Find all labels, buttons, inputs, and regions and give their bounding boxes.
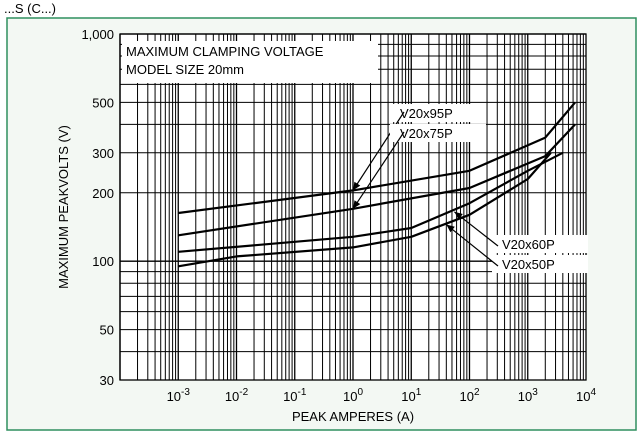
series-line-v20x95p bbox=[178, 101, 576, 215]
y-tick-label: 50 bbox=[100, 323, 114, 338]
y-tick-label: 200 bbox=[92, 186, 114, 201]
y-tick-label: 1,000 bbox=[81, 27, 114, 42]
callout-label: V20x95P bbox=[400, 106, 453, 121]
callout-arrowhead bbox=[454, 211, 463, 220]
y-axis-label: MAXIMUM PEAKVOLTS (V) bbox=[56, 125, 71, 289]
y-tick-label: 500 bbox=[92, 95, 114, 110]
callout-arrow bbox=[352, 131, 405, 210]
y-tick-label: 100 bbox=[92, 254, 114, 269]
chart-title-line2: MODEL SIZE 20mm bbox=[126, 62, 244, 77]
callout-label: V20x50P bbox=[502, 257, 555, 272]
series-line-v20x50p bbox=[178, 152, 552, 268]
callout-bg bbox=[492, 255, 588, 273]
figure-header: ...S (C...) bbox=[4, 1, 56, 16]
callout-bg bbox=[390, 104, 486, 122]
title-box bbox=[122, 41, 378, 83]
x-tick-label: 10-2 bbox=[225, 387, 249, 404]
callout-arrow bbox=[454, 211, 499, 247]
y-tick-labels: 30 50 100 200 300 500 1,000 bbox=[81, 27, 114, 388]
y-tick-label: 300 bbox=[92, 146, 114, 161]
x-tick-label: 103 bbox=[518, 387, 538, 404]
x-tick-labels: 10-3 10-2 10-1 100 101 102 103 104 bbox=[167, 387, 597, 404]
series-layer bbox=[178, 101, 576, 268]
x-tick-label: 10-3 bbox=[167, 387, 191, 404]
chart-title-line1: MAXIMUM CLAMPING VOLTAGE bbox=[126, 44, 324, 59]
x-tick-label: 10-1 bbox=[283, 387, 307, 404]
callout-arrow bbox=[445, 224, 499, 267]
callout-arrowhead bbox=[353, 200, 361, 209]
series-line-v20x75p bbox=[178, 123, 576, 237]
callout-bg bbox=[492, 235, 588, 253]
axis-box bbox=[119, 33, 587, 381]
x-tick-label: 101 bbox=[401, 387, 421, 404]
callout-arrowhead bbox=[446, 224, 455, 233]
x-axis-label: PEAK AMPERES (A) bbox=[292, 409, 414, 424]
x-tick-label: 100 bbox=[343, 387, 363, 404]
callout-label: V20x75P bbox=[400, 126, 453, 141]
callout-label: V20x60P bbox=[502, 237, 555, 252]
callouts: V20x95P V20x75P V20x60P V20x50P bbox=[352, 104, 588, 273]
series-line-v20x60p bbox=[178, 151, 564, 253]
x-tick-label: 102 bbox=[459, 387, 479, 404]
callout-arrowhead bbox=[353, 181, 361, 191]
x-tick-label: 104 bbox=[576, 387, 596, 404]
y-tick-label: 30 bbox=[100, 373, 114, 388]
callout-bg bbox=[390, 124, 486, 142]
